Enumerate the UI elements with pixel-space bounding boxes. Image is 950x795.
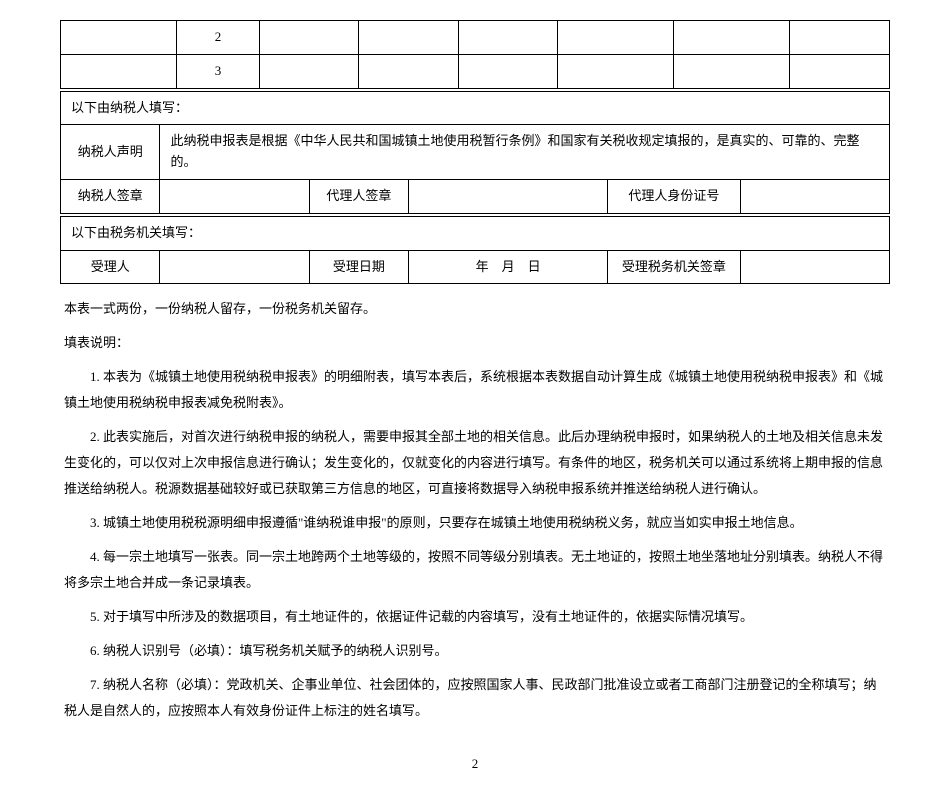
declaration-content: 此纳税申报表是根据《中华人民共和国城镇土地使用税暂行条例》和国家有关税收规定填报… [160,125,890,180]
note-copies: 本表一式两份，一份纳税人留存，一份税务机关留存。 [64,296,886,322]
note-item-7: 7. 纳税人名称（必填）：党政机关、企事业单位、社会团体的，应按照国家人事、民政… [64,672,886,724]
page-number: 2 [60,754,890,775]
note-item-1: 1. 本表为《城镇土地使用税纳税申报表》的明细附表，填写本表后，系统根据本表数据… [64,364,886,416]
cell-blank [458,21,557,55]
cell-blank [558,21,674,55]
note-title: 填表说明： [64,330,886,356]
agent-seal-value [409,179,608,213]
cell-blank [790,21,890,55]
taxpayer-section: 以下由纳税人填写： 纳税人声明 此纳税申报表是根据《中华人民共和国城镇土地使用税… [60,91,890,214]
acceptor-value [160,250,309,284]
top-number-table: 2 3 [60,20,890,89]
taxpayer-seal-label: 纳税人签章 [61,179,160,213]
agent-id-value [740,179,889,213]
cell-blank [558,54,674,88]
cell-blank [359,54,458,88]
cell-blank [359,21,458,55]
accept-date-label: 受理日期 [309,250,408,284]
note-item-5: 5. 对于填写中所涉及的数据项目，有土地证件的，依据证件记载的内容填写，没有土地… [64,604,886,630]
authority-seal-value [740,250,889,284]
note-item-4: 4. 每一宗土地填写一张表。同一宗土地跨两个土地等级的，按照不同等级分别填表。无… [64,544,886,596]
note-item-6: 6. 纳税人识别号（必填）：填写税务机关赋予的纳税人识别号。 [64,638,886,664]
cell-blank [458,54,557,88]
section-header: 以下由纳税人填写： [61,91,890,125]
note-item-2: 2. 此表实施后，对首次进行纳税申报的纳税人，需要申报其全部土地的相关信息。此后… [64,424,886,502]
agent-id-label: 代理人身份证号 [608,179,741,213]
cell-num: 3 [177,54,260,88]
acceptor-label: 受理人 [61,250,160,284]
tax-authority-section: 以下由税务机关填写： 受理人 受理日期 年 月 日 受理税务机关签章 [60,216,890,285]
instructions-block: 本表一式两份，一份纳税人留存，一份税务机关留存。 填表说明： 1. 本表为《城镇… [60,296,890,724]
accept-date-value: 年 月 日 [409,250,608,284]
cell-blank [674,54,790,88]
authority-seal-label: 受理税务机关签章 [608,250,741,284]
note-item-3: 3. 城镇土地使用税税源明细申报遵循"谁纳税谁申报"的原则，只要存在城镇土地使用… [64,510,886,536]
section-header: 以下由税务机关填写： [61,216,890,250]
cell-blank [259,54,358,88]
cell-blank [259,21,358,55]
taxpayer-seal-value [160,179,309,213]
cell-blank [674,21,790,55]
cell-num: 2 [177,21,260,55]
declaration-label: 纳税人声明 [61,125,160,180]
cell-blank [790,54,890,88]
agent-seal-label: 代理人签章 [309,179,408,213]
cell-blank [61,54,177,88]
cell-blank [61,21,177,55]
